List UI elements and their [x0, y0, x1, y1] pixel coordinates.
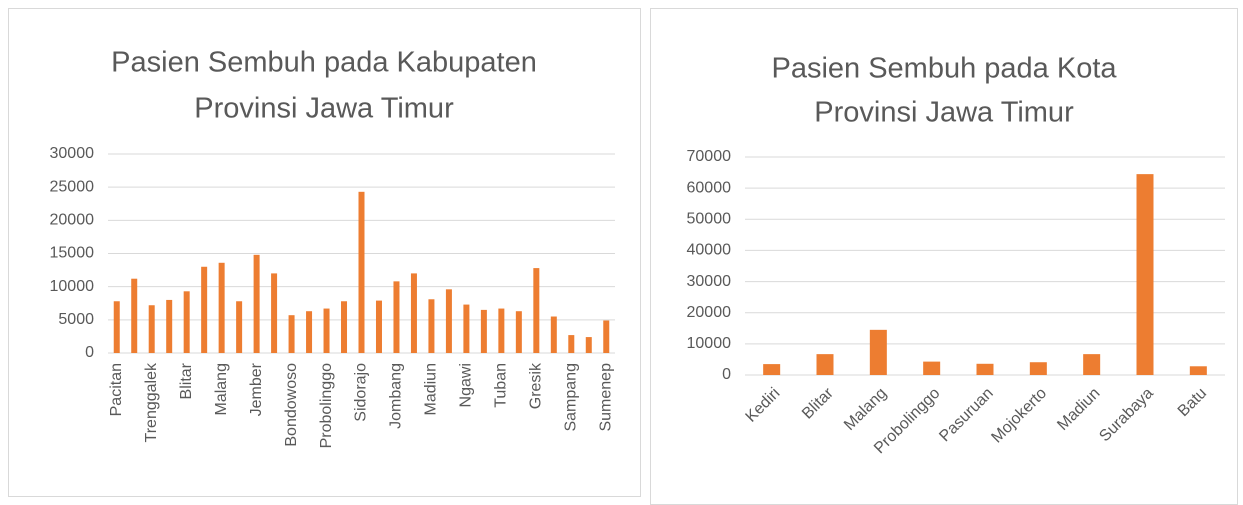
y-tick-label: 30000: [687, 273, 732, 290]
bar: [253, 254, 260, 353]
x-tick-label: Blitar: [178, 362, 195, 399]
chart-title: Pasien Sembuh pada Kota: [771, 53, 1117, 85]
bar: [393, 281, 400, 353]
bar: [763, 364, 781, 375]
bar: [236, 301, 243, 353]
bar: [568, 335, 575, 353]
bar: [358, 191, 365, 353]
bar: [1189, 366, 1207, 375]
y-tick-label: 20000: [687, 304, 732, 321]
x-tick-label: Gresik: [528, 362, 545, 409]
y-tick-label: 30000: [50, 145, 95, 162]
bar: [166, 299, 173, 353]
bar: [306, 311, 313, 353]
y-tick-label: 15000: [50, 245, 95, 262]
bar: [515, 311, 522, 353]
chart-title: Pasien Sembuh pada Kabupaten: [111, 47, 537, 79]
x-tick-label: Malang: [213, 363, 230, 415]
bar: [201, 266, 208, 353]
bar: [869, 329, 887, 375]
bar: [113, 301, 120, 353]
x-tick-label: Batu: [1175, 385, 1210, 420]
y-tick-label: 5000: [58, 311, 94, 328]
bar: [410, 273, 417, 353]
x-tick-label: Sumenep: [597, 363, 614, 432]
chart-title: Provinsi Jawa Timur: [814, 97, 1074, 129]
bar: [218, 262, 225, 353]
bar: [603, 320, 610, 353]
bar: [480, 309, 487, 353]
bar: [271, 273, 278, 353]
x-tick-label: Malang: [841, 385, 890, 434]
x-tick-label: Probolinggo: [318, 363, 335, 449]
x-tick-label: Pasuruan: [936, 385, 996, 445]
bar: [1136, 174, 1154, 375]
bar: [183, 291, 190, 353]
bar: [585, 337, 592, 353]
bar: [445, 289, 452, 353]
bar: [1083, 354, 1101, 375]
x-tick-label: Trenggalek: [143, 362, 160, 442]
chart-title: Provinsi Jawa Timur: [194, 93, 454, 125]
y-tick-label: 10000: [50, 278, 95, 295]
bar: [533, 268, 540, 353]
bar: [323, 308, 330, 353]
bar: [550, 316, 557, 353]
x-tick-label: Madiun: [423, 363, 440, 415]
x-tick-label: Jombang: [388, 363, 405, 429]
x-tick-label: Pacitan: [108, 363, 125, 416]
bar: [976, 363, 994, 375]
y-tick-label: 50000: [687, 211, 732, 228]
y-tick-label: 0: [85, 344, 94, 361]
y-tick-label: 25000: [50, 178, 95, 195]
bar: [498, 308, 505, 353]
y-tick-label: 10000: [687, 335, 732, 352]
y-tick-label: 60000: [687, 179, 732, 196]
y-tick-label: 20000: [50, 212, 95, 229]
x-tick-label: Mojokerto: [988, 385, 1050, 447]
x-tick-label: Blitar: [799, 384, 837, 422]
bar: [341, 301, 348, 353]
x-tick-label: Sidorajo: [353, 363, 370, 422]
x-tick-label: Ngawi: [458, 363, 475, 407]
x-tick-label: Jember: [248, 362, 265, 416]
bar: [288, 315, 295, 353]
bar: [1029, 362, 1047, 375]
y-tick-label: 0: [722, 366, 731, 383]
bar: [375, 300, 382, 353]
bar: [463, 304, 470, 353]
x-tick-label: Tuban: [493, 363, 510, 408]
x-tick-label: Madiun: [1054, 385, 1103, 434]
bar: [923, 361, 941, 375]
bar: [816, 354, 834, 375]
y-tick-label: 70000: [687, 148, 732, 165]
bar: [428, 299, 435, 353]
y-tick-label: 40000: [687, 242, 732, 259]
bar: [148, 305, 155, 353]
bar: [131, 278, 138, 353]
panel: [8, 8, 641, 497]
x-tick-label: Sampang: [563, 363, 580, 432]
x-tick-label: Bondowoso: [283, 363, 300, 447]
x-tick-label: Kediri: [743, 385, 784, 426]
x-tick-label: Surabaya: [1096, 385, 1157, 446]
